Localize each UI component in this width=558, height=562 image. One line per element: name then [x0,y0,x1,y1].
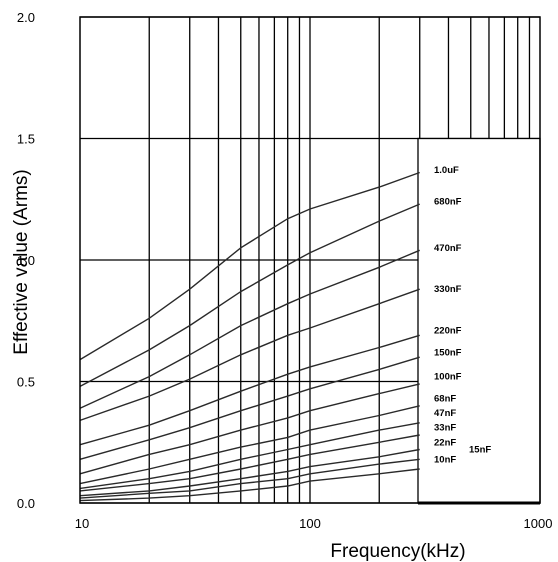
series-label-22nF: 22nF [434,437,456,448]
series-line-22nF [79,448,420,497]
series-line-680nF [79,203,420,388]
series-line-1.0uF [79,171,420,361]
series-line-68nF [79,405,420,485]
plot-border [79,16,541,504]
y-tick-label: 0.0 [17,496,35,511]
series-label-150nF: 150nF [434,347,462,358]
series-line-470nF [79,249,420,409]
series-label-33nF: 33nF [434,423,456,434]
x-axis-title: Frequency(kHz) [330,541,465,562]
series-label-10nF: 10nF [434,454,456,465]
series-line-47nF [79,422,420,490]
series-label-68nF: 68nF [434,394,456,405]
plot-frame [79,16,541,505]
series-lines [79,171,420,502]
series-labels: 1.0uF 680nF 470nF 330nF 220nF 150nF 100nF 68nF 4… [434,165,491,465]
y-tick-label: 1.5 [17,132,35,147]
series-line-220nF [79,334,420,446]
y-tick-label: 1.0 [17,253,35,268]
label-box [417,137,541,504]
x-tick-label: 10 [75,516,89,531]
series-label-680nF: 680nF [434,197,462,208]
series-line-10nF [79,468,420,502]
series-label-47nF: 47nF [434,408,456,419]
y-tick-label: 2.0 [17,10,35,25]
series-label-220nF: 220nF [434,325,462,336]
series-label-15nF: 15nF [469,445,491,456]
series-line-33nF [79,434,420,492]
x-tick-label: 1000 [524,516,553,531]
series-line-330nF [79,288,420,422]
series-label-470nF: 470nF [434,243,462,254]
series-line-100nF [79,383,420,475]
x-tick-label: 100 [299,516,321,531]
series-label-330nF: 330nF [434,284,462,295]
series-label-100nF: 100nF [434,372,462,383]
y-tick-label: 0.5 [17,375,35,390]
series-line-150nF [79,356,420,460]
y-axis-title: Effective value (Arms) [11,169,32,354]
tick-labels: 0.0 0.5 1.0 1.5 2.0 10 100 1000 [17,10,553,531]
series-label-1.0uF: 1.0uF [434,165,459,176]
series-line-15nF [79,458,420,499]
